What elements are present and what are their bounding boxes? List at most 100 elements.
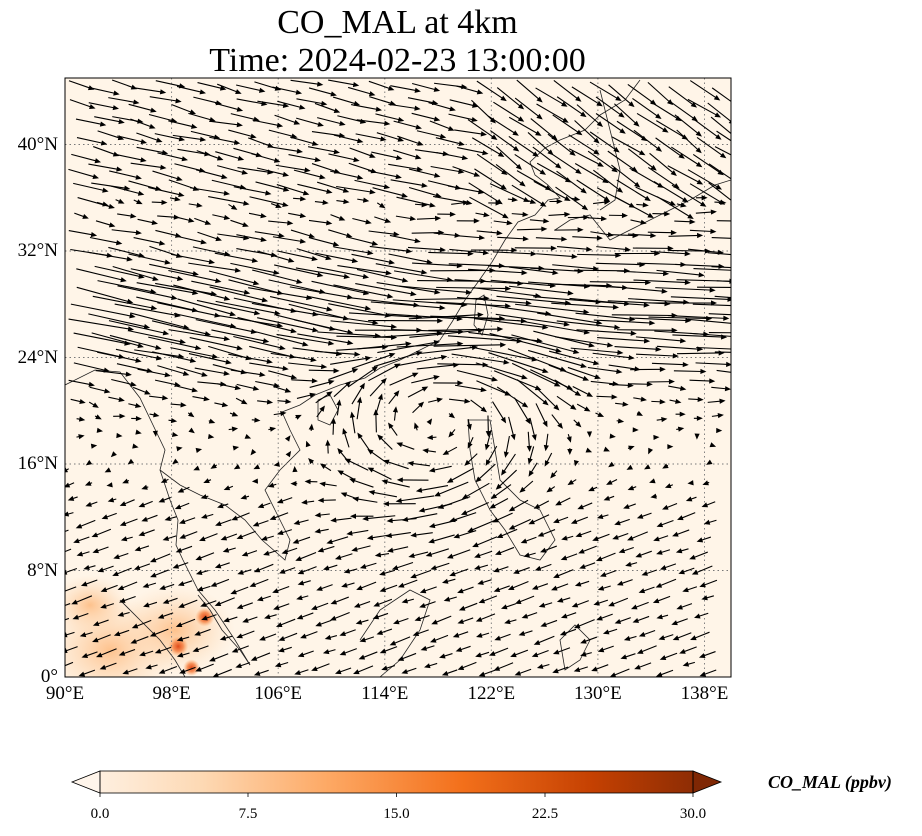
wind-arrow: [568, 134, 600, 155]
wind-arrow: [454, 129, 487, 137]
wind-arrow: [237, 316, 297, 334]
wind-arrow: [222, 547, 236, 553]
wind-arrow: [139, 650, 154, 657]
wind-arrow: [192, 645, 209, 653]
wind-arrow: [556, 395, 577, 410]
wind-arrow: [649, 152, 677, 176]
wind-arrow: [697, 286, 731, 288]
wind-arrow: [236, 530, 256, 540]
wind-arrow: [628, 381, 653, 387]
lon-tick-98e: 98°E: [152, 683, 191, 704]
wind-arrow: [68, 168, 99, 180]
wind-arrow: [668, 232, 704, 239]
wind-arrow: [489, 647, 509, 656]
wind-arrow: [188, 112, 216, 123]
wind-arrow: [117, 135, 148, 145]
wind-arrow: [630, 366, 666, 372]
wind-arrow: [608, 84, 635, 108]
wind-arrow: [436, 285, 512, 292]
wind-arrow: [83, 564, 96, 570]
co-haze-region: [65, 575, 235, 677]
wind-arrow: [493, 662, 514, 671]
wind-arrow: [636, 512, 652, 519]
wind-arrow: [397, 285, 472, 295]
wind-arrow: [572, 385, 594, 397]
wind-arrow: [532, 146, 562, 169]
wind-arrow: [349, 411, 356, 434]
wind-arrow: [536, 253, 578, 259]
wind-arrow: [73, 536, 90, 544]
wind-arrow: [325, 439, 331, 454]
wind-arrow: [473, 318, 549, 330]
wind-arrow: [138, 529, 155, 537]
wind-arrow: [251, 417, 261, 423]
wind-arrow: [694, 433, 700, 440]
wind-arrow: [68, 379, 95, 387]
wind-arrow: [591, 664, 609, 672]
wind-arrow: [397, 579, 418, 588]
wind-arrow: [85, 459, 93, 466]
wind-arrow: [136, 282, 199, 296]
wind-arrow: [711, 413, 724, 419]
wind-arrow: [133, 199, 143, 205]
wind-arrow: [322, 649, 336, 655]
wind-arrow: [595, 96, 625, 118]
wind-arrow: [535, 236, 568, 242]
wind-arrow: [356, 581, 377, 591]
wind-arrow: [294, 319, 354, 335]
wind-arrow: [455, 645, 471, 652]
wind-arrow: [65, 661, 74, 667]
wind-arrow: [189, 187, 230, 196]
wind-arrow: [679, 646, 697, 654]
wind-arrow: [334, 667, 352, 675]
wind-arrow: [455, 234, 486, 241]
wind-arrow: [109, 334, 162, 350]
wind-arrow: [170, 402, 187, 408]
wind-arrow: [359, 636, 375, 643]
wind-arrow: [130, 162, 167, 170]
wind-arrow: [248, 212, 267, 219]
lat-tick-16n: 16°N: [17, 453, 58, 474]
wind-arrow: [388, 253, 433, 265]
wind-arrow: [672, 529, 690, 537]
wind-arrow: [437, 362, 489, 368]
wind-arrow: [209, 136, 241, 145]
wind-arrow: [362, 515, 396, 522]
wind-arrow: [388, 103, 421, 111]
wind-arrow: [692, 154, 724, 176]
wind-arrow: [290, 229, 316, 239]
wind-arrow: [157, 152, 188, 162]
wind-arrow: [263, 549, 278, 556]
wind-arrow: [711, 237, 731, 239]
wind-arrow: [136, 132, 163, 143]
wind-arrow: [333, 284, 394, 299]
wind-arrow: [534, 563, 552, 571]
wind-arrow: [294, 669, 309, 675]
co-hotspots: [168, 607, 215, 677]
wind-arrow: [513, 567, 530, 574]
colorbar-tick-30: 30.0: [679, 806, 707, 822]
wind-arrow: [699, 669, 717, 677]
wind-arrow: [172, 458, 179, 465]
wind-arrow: [290, 136, 319, 146]
wind-arrow: [80, 579, 98, 587]
wind-arrow: [456, 218, 480, 224]
wind-arrow: [347, 366, 379, 388]
wind-arrow: [702, 480, 710, 486]
wind-arrow: [441, 669, 458, 676]
wind-arrow: [65, 646, 78, 654]
wind-arrow: [208, 418, 216, 424]
wind-arrow: [268, 220, 294, 226]
wind-arrow: [636, 353, 679, 359]
wind-arrow: [141, 484, 149, 490]
wind-arrow: [422, 448, 436, 454]
wind-arrow: [76, 286, 134, 304]
wind-arrow: [587, 216, 608, 222]
wind-arrow: [88, 163, 123, 172]
wind-arrow: [330, 517, 352, 523]
wind-arrow: [90, 87, 120, 96]
wind-arrow: [426, 418, 433, 425]
wind-arrow: [393, 120, 422, 130]
wind-arrow: [84, 480, 93, 486]
